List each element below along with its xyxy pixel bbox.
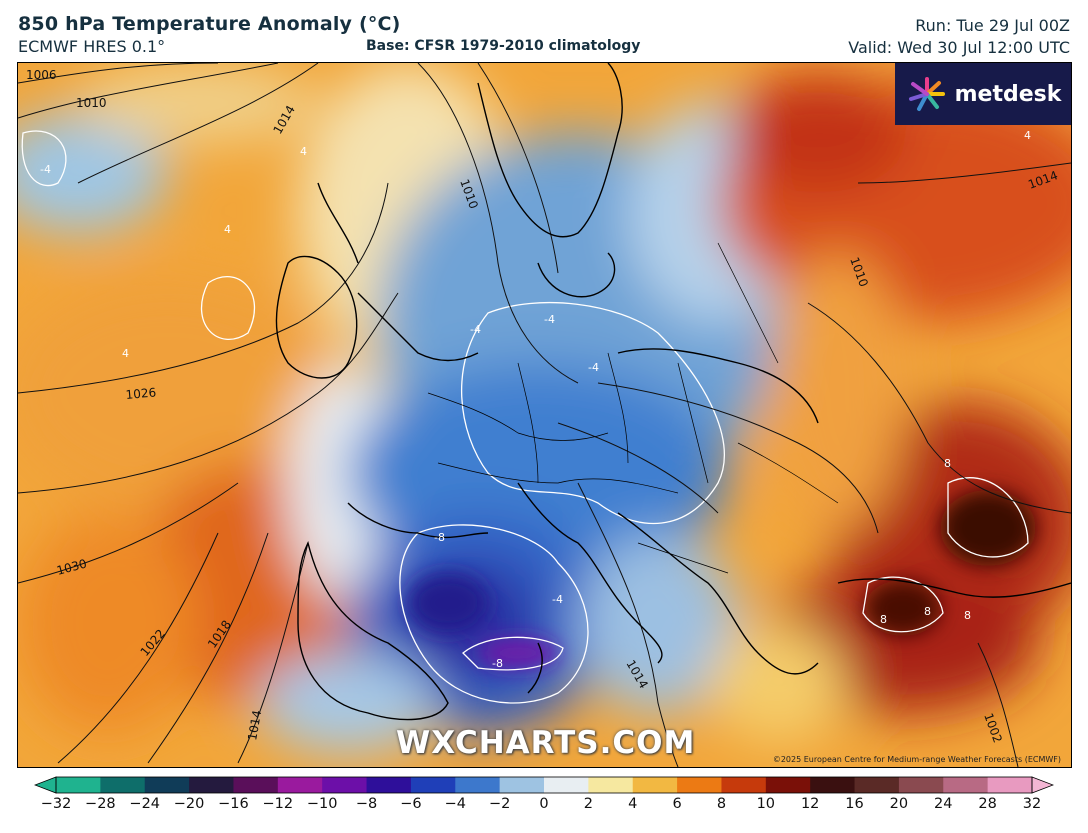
anomaly-label: -4 [552, 593, 563, 606]
isobar-label: 1010 [76, 96, 107, 110]
colorbar [34, 776, 1054, 794]
colorbar-tick-label: −28 [85, 796, 116, 812]
colorbar-tick-label: 8 [716, 796, 727, 812]
header-right: Run: Tue 29 Jul 00Z Valid: Wed 30 Jul 12… [848, 15, 1070, 59]
anomaly-map: 1006 1010 1014 1010 1026 1030 1022 1018 … [17, 62, 1072, 768]
colorbar-cell [366, 777, 412, 793]
colorbar-cell [455, 777, 501, 793]
anomaly-label: 8 [964, 609, 971, 622]
colorbar-tick-label: −2 [488, 796, 511, 812]
colorbar-cell [277, 777, 323, 793]
colorbar-max-arrow [1031, 776, 1054, 794]
colorbar-cell [943, 777, 989, 793]
metdesk-logo: metdesk [895, 63, 1071, 125]
colorbar-tick-label: 24 [934, 796, 953, 812]
isobars [18, 63, 1071, 767]
colorbar-cell [544, 777, 589, 793]
anomaly-label: -8 [492, 657, 503, 670]
colorbar-cell [721, 777, 767, 793]
anomaly-label-group: -4 4 -4 -4 -8 -8 -4 -4 4 4 8 8 8 8 4 [40, 129, 1031, 670]
colorbar-cell [322, 777, 368, 793]
colorbar-cell [144, 777, 190, 793]
colorbar-cell [987, 777, 1033, 793]
anomaly-label: 4 [1024, 129, 1031, 142]
anomaly-cores [408, 490, 1036, 669]
colorbar-tick-label: −12 [262, 796, 294, 812]
colorbar-cell [632, 777, 678, 793]
colorbar-tick-label: −4 [444, 796, 466, 812]
colorbar-cell [100, 777, 146, 793]
coastlines [275, 63, 1071, 721]
colorbar-cell [56, 777, 101, 793]
anomaly-label: 4 [300, 145, 307, 158]
colorbar-cell [410, 777, 456, 793]
anomaly-label: -4 [588, 361, 599, 374]
colorbar-cell [233, 777, 279, 793]
isobar-label: 1006 [26, 68, 57, 82]
colorbar-cell [810, 777, 856, 793]
isobar-label: 1014 [245, 709, 264, 742]
valid-time: Valid: Wed 30 Jul 12:00 UTC [848, 38, 1070, 57]
colorbar-ticks: −32 −28 −24 −20 −16 −12 −10 −8 −6 −4 −2 0 2 4 6 8 10 12 16… [0, 796, 1088, 820]
colorbar-tick-label: −16 [218, 796, 249, 812]
anomaly-label: 8 [924, 605, 931, 618]
anomaly-label: 4 [224, 223, 231, 236]
borders [427, 242, 839, 574]
logo-text: metdesk [954, 81, 1062, 107]
watermark: WXCHARTS.COM [396, 725, 696, 761]
anomaly-contours [21, 130, 1029, 704]
anomaly-label: -4 [544, 313, 555, 326]
anomaly-label: -4 [40, 163, 51, 176]
colorbar-tick-label: −24 [129, 796, 161, 812]
copyright-note: ©2025 European Centre for Medium-range W… [772, 755, 1061, 764]
colorbar-tick-label: 4 [628, 796, 638, 812]
colorbar-cell [588, 777, 634, 793]
model-name: ECMWF HRES 0.1° [18, 37, 166, 56]
colorbar-cell [898, 777, 944, 793]
colorbar-tick-label: 28 [978, 796, 997, 812]
anomaly-label: -8 [434, 531, 445, 544]
colorbar-cell [189, 777, 234, 793]
colorbar-cell [854, 777, 900, 793]
colorbar-tick-label: −10 [306, 796, 338, 812]
colorbar-tick-label: −8 [355, 796, 378, 812]
colorbar-tick-label: 6 [672, 796, 682, 812]
isobar-label: 1026 [125, 385, 157, 402]
colorbar-cells [56, 777, 1033, 793]
colorbar-cell [677, 777, 722, 793]
map-canvas: 1006 1010 1014 1010 1026 1030 1022 1018 … [18, 63, 1071, 767]
flower-burst-icon [908, 77, 945, 111]
colorbar-tick-label: −6 [400, 796, 422, 812]
anomaly-label: 8 [880, 613, 887, 626]
header-left: 850 hPa Temperature Anomaly (°C) ECMWF H… [18, 13, 401, 56]
colorbar-tick-label: 32 [1022, 796, 1042, 812]
colorbar-tick-label: 0 [539, 796, 549, 812]
colorbar-frame [55, 776, 1033, 794]
colorbar-tick-label: −20 [173, 796, 205, 812]
colorbar-tick-label: −32 [40, 796, 72, 812]
colorbar-cell [765, 777, 811, 793]
colorbar-tick-label: 2 [583, 796, 593, 812]
colorbar-tick-label: 12 [800, 796, 820, 812]
colorbar-min-arrow [34, 776, 57, 794]
anomaly-label: -4 [470, 323, 481, 336]
anomaly-label: 4 [122, 347, 129, 360]
run-time: Run: Tue 29 Jul 00Z [915, 16, 1070, 35]
colorbar-cell [499, 777, 545, 793]
colorbar-tick-label: 16 [845, 796, 864, 812]
anomaly-label: 8 [944, 457, 951, 470]
base-climatology: Base: CFSR 1979-2010 climatology [366, 38, 641, 54]
colorbar-tick-label: 10 [756, 796, 776, 812]
colorbar-tick-label: 20 [889, 796, 909, 812]
chart-title: 850 hPa Temperature Anomaly (°C) [18, 13, 401, 35]
